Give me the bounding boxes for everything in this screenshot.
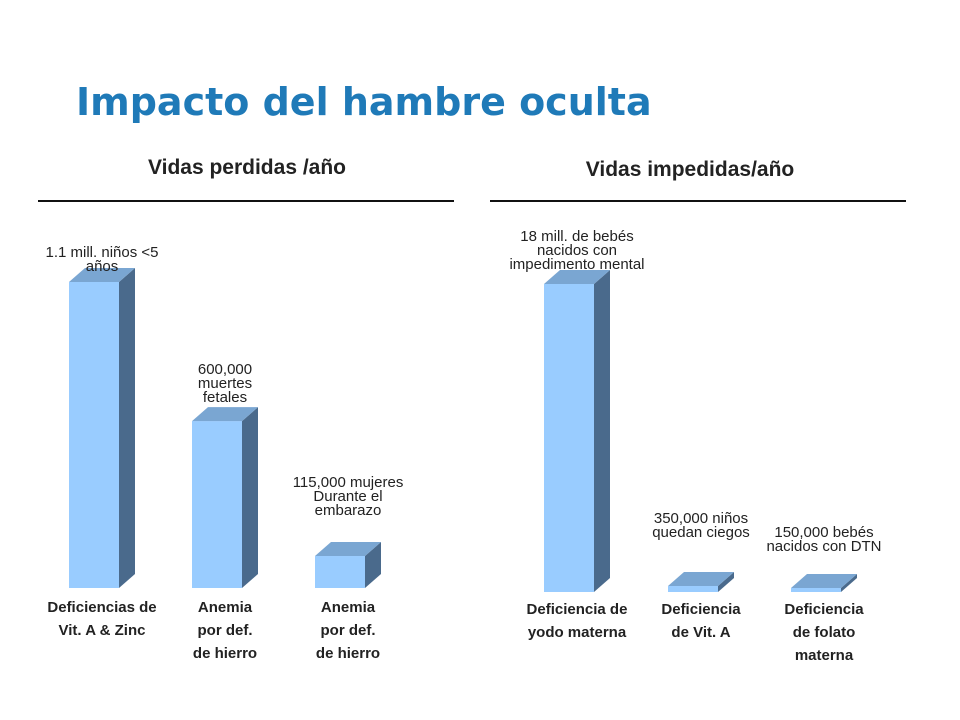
chart-2-bar-2-top bbox=[668, 572, 734, 587]
chart-2-bar-2 bbox=[668, 572, 734, 592]
chart-1-bar-2-side bbox=[242, 407, 258, 588]
chart-2-data-label-1: 18 mill. de bebés nacidos con impedimento … bbox=[509, 228, 644, 273]
chart-2-bar-3-top bbox=[791, 574, 857, 588]
chart-2-title: Vidas impedidas/año bbox=[585, 158, 795, 181]
chart-1-data-label-3: 115,000 mujeres Durante el embarazo bbox=[293, 474, 404, 519]
chart-2-data-label-3: 150,000 bebés nacidos con DTN bbox=[766, 524, 881, 555]
chart-1-bar-1-side bbox=[119, 268, 135, 588]
chart-2-bar-1-front bbox=[544, 284, 594, 592]
chart-1-data-label-2: 600,000 muertes fetales bbox=[198, 361, 252, 406]
chart-2-category-label-2: Deficiencia de Vit. A bbox=[661, 601, 741, 641]
chart-2-data-label-2: 350,000 niños quedan ciegos bbox=[652, 510, 750, 541]
chart-2-bar-2-front bbox=[668, 586, 718, 592]
chart-1-bar-1-top bbox=[69, 268, 135, 282]
chart-1-bar-3-top bbox=[315, 542, 381, 557]
chart-1-rule bbox=[38, 200, 454, 202]
page-title: Impacto del hambre oculta bbox=[76, 80, 652, 124]
chart-1-bar-2-front bbox=[192, 421, 242, 588]
chart-1-bar-1-front bbox=[69, 282, 119, 588]
chart-2-rule bbox=[490, 200, 906, 202]
chart-1-bar-3 bbox=[315, 542, 381, 588]
chart-2-bar-2-side bbox=[718, 572, 734, 592]
chart-1-bar-1 bbox=[69, 268, 135, 588]
chart-2-bar-3 bbox=[791, 574, 857, 592]
chart-1-data-label-1: 1.1 mill. niños <5 años bbox=[46, 244, 159, 275]
chart-2-bar-3-front bbox=[791, 588, 841, 592]
chart-2-bar-3-side bbox=[841, 574, 857, 592]
chart-1-category-label-2: Anemia por def. de hierro bbox=[193, 599, 257, 662]
chart-2-category-label-1: Deficiencia de yodo materna bbox=[527, 601, 628, 641]
chart-1-bar-2 bbox=[192, 407, 258, 588]
chart-1-category-label-1: Deficiencias de Vit. A & Zinc bbox=[47, 599, 156, 639]
chart-1-title: Vidas perdidas /año bbox=[147, 156, 346, 179]
chart-2-bar-1-side bbox=[594, 270, 610, 592]
chart-2-bar-1-top bbox=[544, 270, 610, 284]
chart-2-bar-1 bbox=[544, 270, 610, 592]
chart-1-bar-2-top bbox=[192, 407, 258, 422]
chart-1-bar-3-side bbox=[365, 542, 381, 588]
chart-2-category-label-3: Deficiencia de folato materna bbox=[784, 601, 864, 664]
chart-1-category-label-3: Anemia por def. de hierro bbox=[316, 599, 380, 662]
chart-1-bar-3-front bbox=[315, 556, 365, 588]
